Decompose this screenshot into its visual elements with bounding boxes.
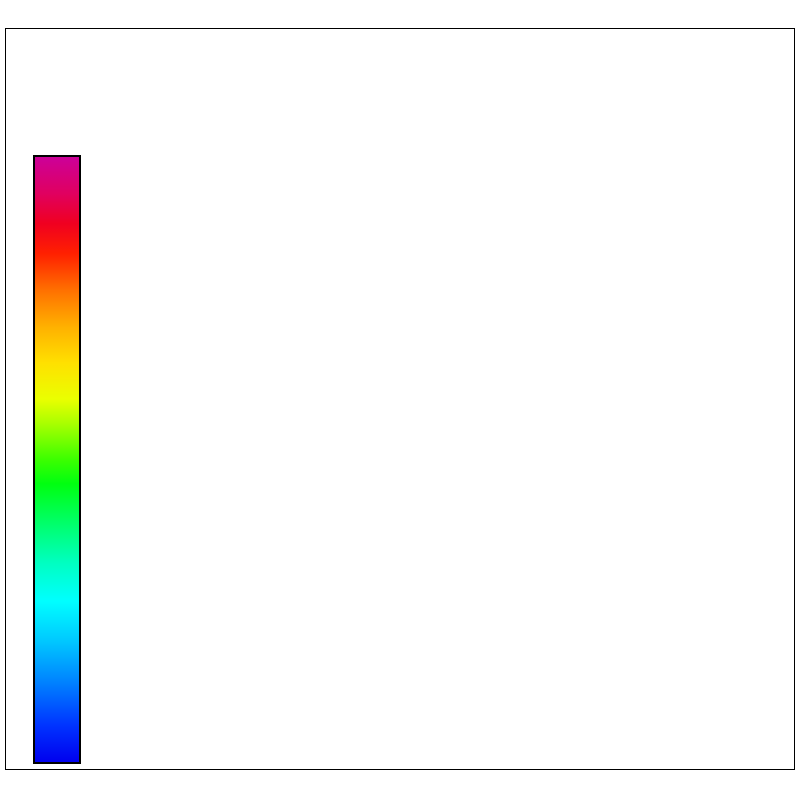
colorbar [33, 155, 81, 764]
map-title [8, 28, 528, 228]
colorbar-gradient [33, 155, 81, 764]
